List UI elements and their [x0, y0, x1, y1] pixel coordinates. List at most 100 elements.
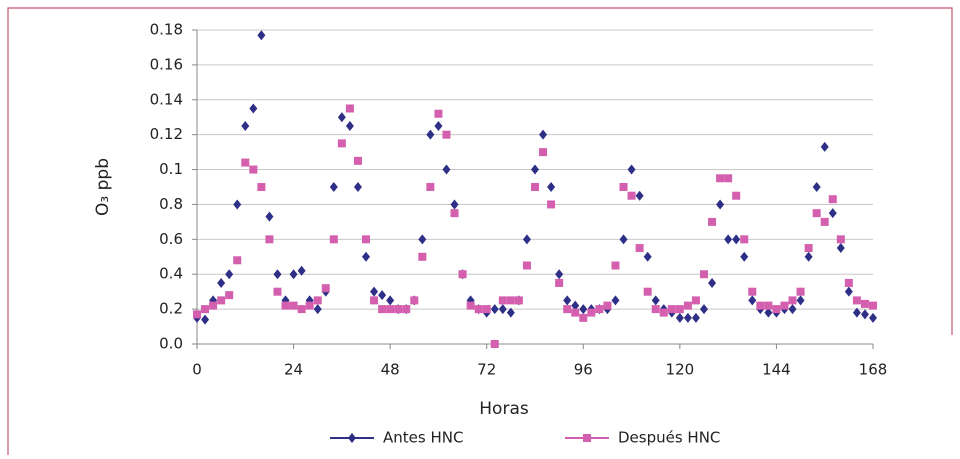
- legend-label: Después HNC: [618, 429, 720, 447]
- data-point: [611, 261, 620, 270]
- x-tick-label: 168: [859, 361, 888, 379]
- data-point: [386, 305, 395, 314]
- data-point: [514, 296, 523, 305]
- data-point: [297, 305, 306, 314]
- data-point: [611, 295, 620, 306]
- data-point: [764, 301, 773, 310]
- data-point: [329, 182, 338, 192]
- data-point: [370, 286, 379, 297]
- data-point: [619, 234, 628, 245]
- data-point: [450, 199, 459, 210]
- data-point: [337, 139, 346, 148]
- data-point: [563, 305, 572, 314]
- y-tick-label: 0.16: [150, 55, 183, 73]
- data-point: [201, 314, 210, 325]
- data-point: [217, 277, 226, 288]
- data-point: [329, 235, 338, 244]
- data-point: [273, 287, 282, 296]
- data-point: [547, 182, 556, 192]
- y-tick-label: 0.18: [150, 21, 183, 39]
- data-point: [498, 296, 507, 305]
- data-point: [522, 234, 531, 245]
- data-point: [716, 174, 725, 183]
- data-point: [353, 182, 362, 192]
- data-point: [426, 129, 435, 140]
- data-point: [273, 269, 282, 280]
- data-point: [635, 190, 644, 201]
- data-point: [490, 340, 499, 348]
- data-point: [691, 312, 700, 323]
- data-point: [249, 103, 258, 114]
- data-point: [370, 296, 379, 305]
- data-point: [217, 296, 226, 305]
- data-point: [700, 270, 708, 279]
- data-point: [281, 301, 290, 310]
- data-point: [233, 256, 242, 265]
- data-point: [724, 234, 733, 245]
- data-point: [844, 286, 853, 297]
- data-point: [828, 208, 837, 219]
- data-point: [466, 301, 475, 310]
- y-tick-label: 0.0: [159, 335, 183, 353]
- data-point: [732, 234, 741, 245]
- data-point: [852, 307, 861, 318]
- y-tick-label: 0.4: [159, 265, 183, 283]
- data-point: [305, 301, 314, 310]
- data-point: [691, 296, 700, 305]
- data-point: [426, 183, 435, 191]
- data-point: [748, 295, 757, 306]
- data-point: [506, 296, 515, 305]
- data-point: [708, 217, 717, 226]
- data-point: [313, 304, 322, 315]
- data-point: [563, 295, 572, 306]
- data-point: [225, 269, 234, 280]
- data-point: [579, 313, 588, 322]
- data-point: [579, 304, 588, 315]
- data-point: [683, 301, 692, 310]
- y-axis-label: O₃ ppb: [93, 158, 113, 216]
- data-point: [225, 291, 234, 300]
- data-point: [651, 295, 660, 306]
- y-tick-label: 0.14: [150, 90, 183, 108]
- data-point: [852, 296, 861, 305]
- data-point: [434, 120, 443, 131]
- data-point: [209, 301, 218, 310]
- data-point: [345, 120, 354, 131]
- data-point: [410, 296, 419, 305]
- data-point: [812, 182, 821, 192]
- data-point: [836, 235, 845, 244]
- data-point: [748, 287, 757, 296]
- frame: [7, 7, 953, 455]
- data-point: [732, 191, 741, 200]
- data-point: [233, 199, 242, 210]
- data-point: [265, 211, 274, 222]
- x-tick-label: 24: [284, 361, 303, 379]
- data-point: [651, 305, 660, 314]
- data-point: [571, 300, 580, 311]
- y-tick-label: 0.6: [159, 230, 183, 248]
- data-point: [257, 183, 266, 191]
- data-point: [844, 278, 853, 287]
- data-point: [869, 312, 877, 323]
- data-point: [522, 261, 531, 270]
- data-point: [796, 295, 805, 306]
- data-point: [740, 251, 749, 262]
- data-point: [482, 305, 491, 314]
- data-point: [869, 301, 877, 310]
- data-point: [603, 301, 612, 310]
- data-point: [201, 305, 210, 314]
- data-point: [836, 243, 845, 254]
- x-axis-label: Horas: [479, 399, 529, 419]
- data-point: [402, 305, 411, 314]
- data-point: [337, 112, 346, 123]
- data-point: [804, 244, 813, 253]
- y-tick-label: 0.2: [159, 300, 183, 318]
- data-point: [635, 244, 644, 253]
- data-point: [490, 304, 499, 315]
- data-point: [788, 296, 797, 305]
- data-point: [619, 183, 628, 191]
- data-point: [450, 209, 459, 218]
- data-point: [257, 30, 266, 41]
- data-point: [643, 251, 652, 262]
